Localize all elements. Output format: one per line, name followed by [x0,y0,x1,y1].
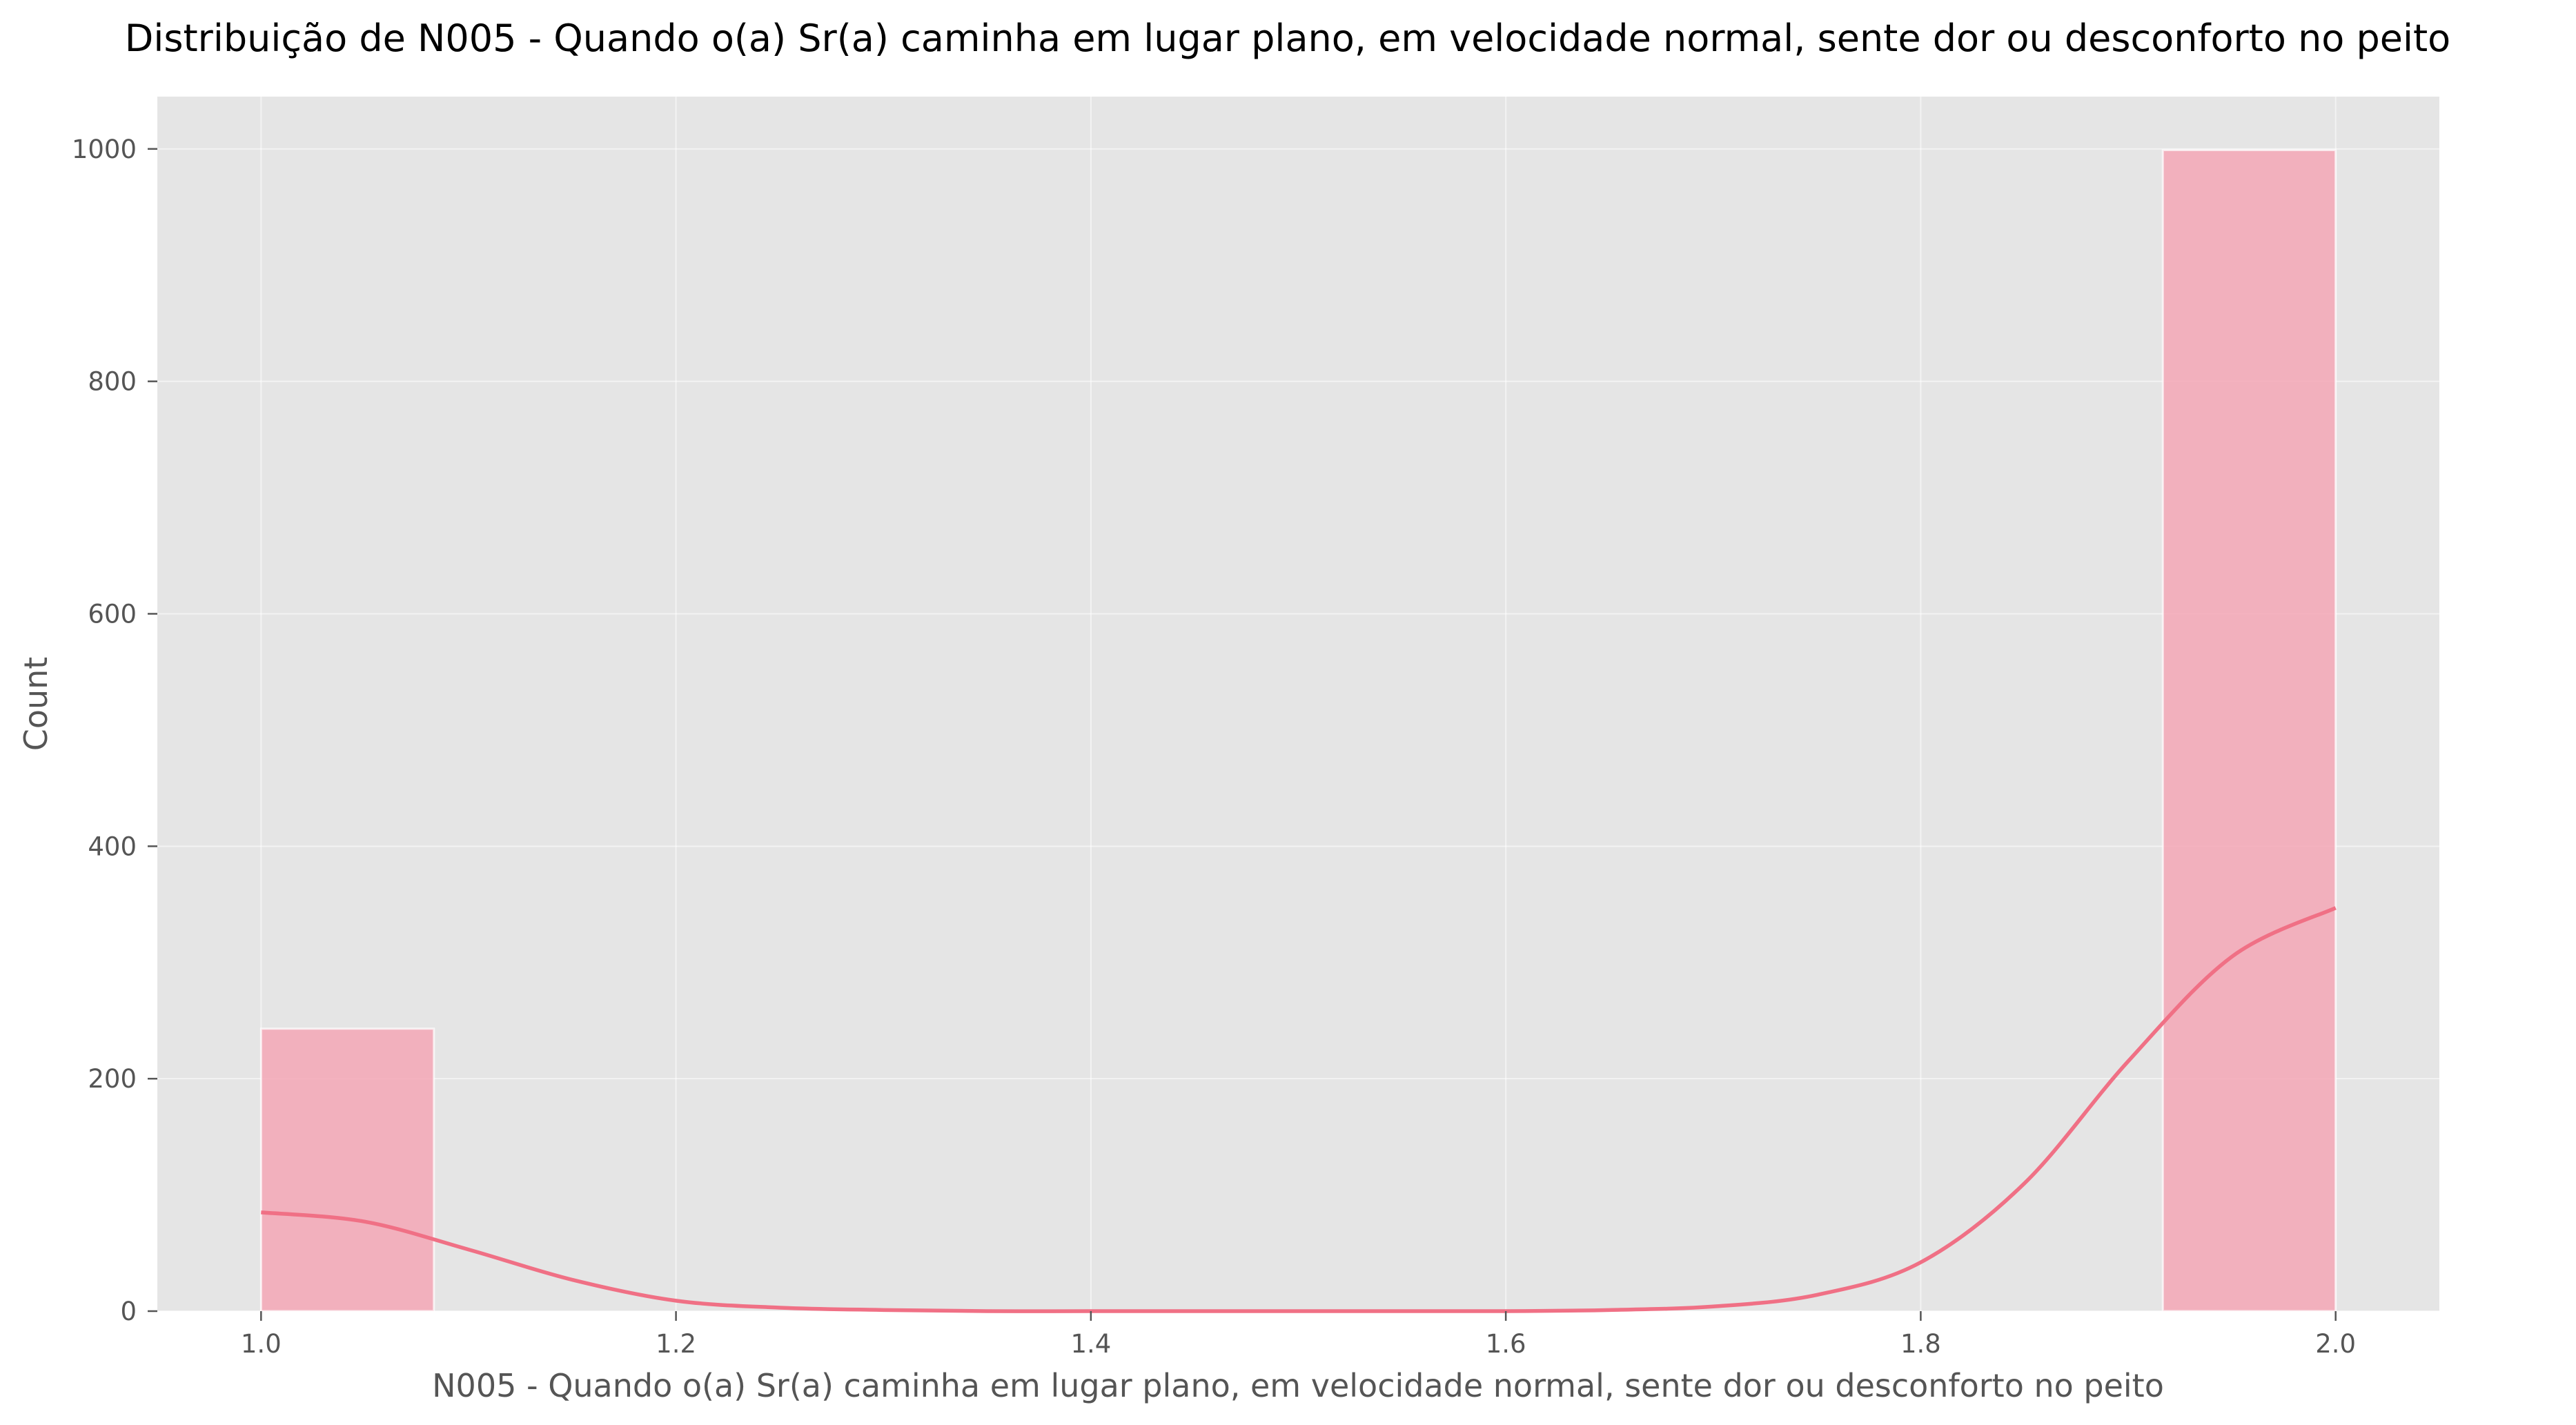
y-tick-label: 800 [88,367,137,397]
y-axis-label: Count [17,657,55,751]
plot-background [157,97,2439,1311]
x-tick-label: 2.0 [2315,1329,2356,1359]
y-tick-label: 400 [88,832,137,861]
y-tick-label: 200 [88,1064,137,1094]
x-tick-label: 1.0 [241,1329,282,1359]
x-tick-label: 1.2 [656,1329,696,1359]
histogram-bars [259,148,2337,1313]
kde-curve [261,906,2337,1313]
y-tick-label: 1000 [72,135,137,164]
x-tick-label: 1.8 [1900,1329,1941,1359]
x-tick-label: 1.4 [1070,1329,1111,1359]
x-axis-label: N005 - Quando o(a) Sr(a) caminha em luga… [432,1367,2164,1404]
x-tick-label: 1.6 [1486,1329,1526,1359]
y-tick-label: 600 [88,599,137,629]
histogram-bar [2161,148,2337,1313]
chart-title: Distribuição de N005 - Quando o(a) Sr(a)… [125,17,2450,60]
axis-ticks: 1.0 1.2 1.4 1.6 1.8 2.0 0 200 400 600 800 1000 [72,135,2356,1359]
kde-layer [261,906,2337,1313]
y-tick-label: 0 [120,1297,137,1326]
histogram-bar [259,1028,435,1313]
